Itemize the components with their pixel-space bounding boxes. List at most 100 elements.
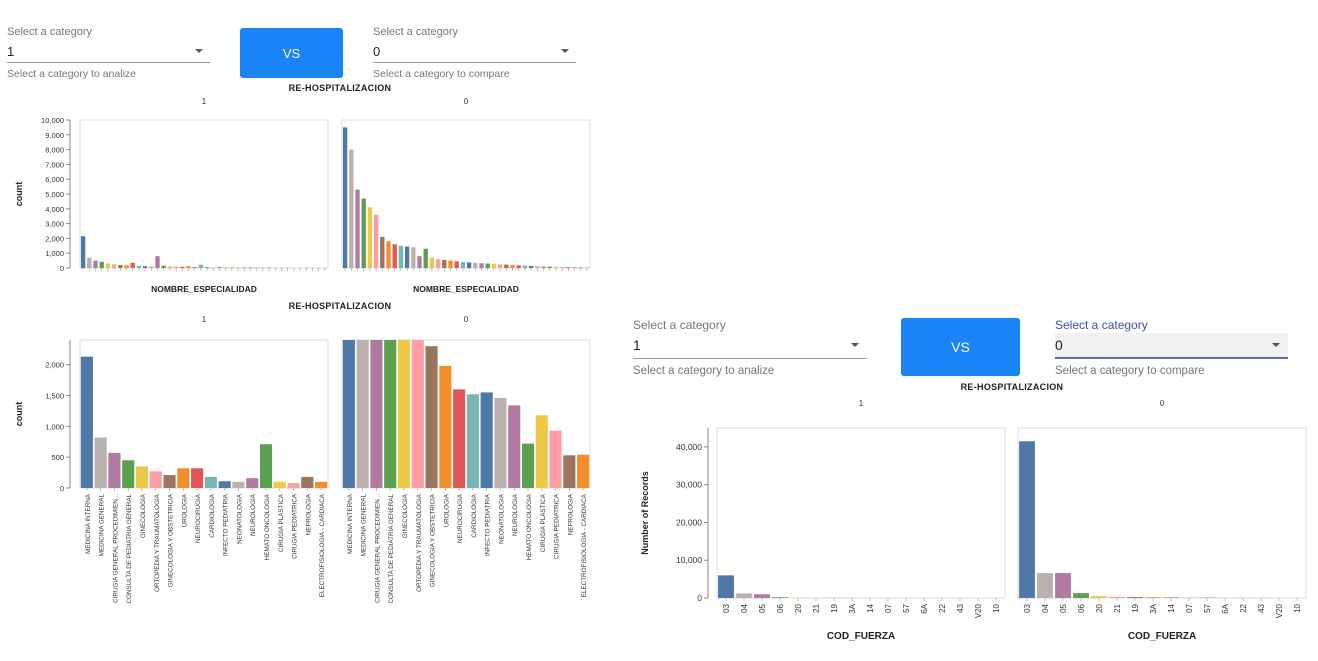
left-category-select[interactable]: Select a category 1	[7, 26, 210, 66]
y-tick-label: 3,000	[45, 220, 64, 229]
bar	[425, 346, 438, 488]
vs-button-2[interactable]: VS	[901, 318, 1020, 376]
x-tick-label: ELECTROFISIOLOGIA - CARDIACA	[319, 493, 326, 597]
x-tick-label: 14	[866, 603, 875, 612]
bar	[356, 340, 369, 488]
bar	[94, 437, 107, 488]
bar	[191, 468, 204, 488]
bar	[105, 263, 111, 268]
bar	[135, 466, 149, 488]
y-tick-label: 1,000	[45, 249, 64, 258]
bar	[198, 264, 204, 268]
y-tick-label: 0	[60, 484, 64, 493]
y-tick-label: 9,000	[45, 131, 64, 140]
analyze-category-select[interactable]: Select a category 1	[633, 318, 867, 360]
compare-category-select[interactable]: Select a category 0	[1055, 318, 1288, 360]
panel-frame	[716, 427, 1006, 599]
bar	[373, 214, 379, 268]
x-axis-label: NOMBRE_ESPECIALIDAD	[151, 284, 257, 294]
x-tick-label: V20	[974, 603, 983, 618]
x-tick-label: UROLOGIA	[181, 493, 188, 527]
x-tick-label: CIRUGIA PEDIATRICA	[554, 493, 561, 559]
x-tick-label: 43	[956, 603, 965, 612]
chevron-down-icon[interactable]	[195, 49, 203, 53]
x-tick-label: GINECOLOGIA Y OBSTETRICIA	[168, 493, 175, 587]
bar	[754, 594, 770, 598]
bar	[211, 267, 216, 268]
bar	[235, 267, 241, 268]
bar	[93, 260, 98, 268]
y-tick-label: 500	[51, 453, 64, 462]
facet-label: 1	[202, 315, 207, 324]
bar	[315, 481, 328, 488]
bar	[485, 263, 490, 268]
bar	[130, 262, 135, 268]
x-tick-label: NEONATOLOGIA	[236, 493, 243, 544]
x-tick-label: 10	[1293, 603, 1302, 612]
y-tick-label: 40,000	[676, 442, 702, 452]
bar	[155, 256, 160, 268]
bar	[577, 454, 590, 488]
bar	[559, 266, 565, 268]
bar	[232, 481, 245, 488]
x-tick-label: MEDICINA INTERNA	[85, 493, 92, 554]
y-tick-label: 0	[60, 264, 64, 273]
x-tick-label: MEDICINA GENERAL	[361, 494, 368, 557]
y-tick-label: 10,000	[41, 116, 64, 125]
bar	[80, 236, 86, 268]
x-tick-label: 05	[1059, 603, 1068, 612]
x-tick-label: V20	[1275, 603, 1284, 618]
x-tick-label: 05	[758, 603, 767, 612]
bar	[246, 478, 259, 488]
bar	[287, 483, 300, 488]
panel-frame	[1017, 427, 1307, 599]
x-tick-label: NEONATOLOGIA	[498, 493, 505, 544]
x-tick-label: UROLOGIA	[443, 493, 450, 527]
bar	[384, 340, 397, 488]
bar	[87, 257, 92, 268]
x-tick-label: 20	[1095, 603, 1104, 612]
right-chart: 0 10,000 20,000 30,000 40,000 Number of Recor…	[640, 399, 1307, 642]
bar	[99, 261, 104, 268]
x-tick-label: INFECTO PEDIATRIA	[223, 493, 230, 556]
facet-label: 1	[859, 399, 864, 408]
bar	[397, 340, 411, 488]
y-tick-label: 6,000	[45, 175, 64, 184]
bar	[1127, 597, 1143, 598]
vs-button[interactable]: VS	[240, 28, 343, 78]
bar	[497, 264, 503, 268]
x-tick-label: GINECOLOGIA	[140, 493, 147, 538]
chevron-down-icon[interactable]	[1272, 343, 1280, 347]
x-tick-label: 03	[1023, 603, 1032, 612]
bar	[454, 261, 459, 268]
chevron-down-icon[interactable]	[561, 49, 569, 53]
bar	[417, 256, 422, 268]
bar	[541, 266, 546, 268]
y-axis-label: Number of Records	[640, 471, 650, 555]
bar	[718, 575, 734, 598]
bar	[549, 430, 562, 488]
chevron-down-icon[interactable]	[851, 343, 859, 347]
bar	[1019, 441, 1035, 598]
bar	[439, 365, 452, 488]
right-category-select[interactable]: Select a category 0	[373, 26, 576, 66]
bar	[1145, 597, 1161, 598]
x-tick-label: NEUROLOGIA	[512, 493, 519, 536]
x-tick-label: NEFROLOGIA	[305, 493, 312, 535]
x-tick-label: GINECOLOGIA	[402, 493, 409, 538]
y-tick-label: 10,000	[676, 555, 702, 565]
bar	[192, 267, 197, 268]
bar	[563, 455, 576, 488]
bar	[392, 244, 397, 268]
y-tick-label: 20,000	[676, 517, 702, 527]
x-tick-label: GINECOLOGIA Y OBSTETRICIA	[430, 493, 437, 587]
x-tick-label: 43	[1257, 603, 1266, 612]
x-tick-label: ORTOPEDIA Y TRAUMATOLOGIA	[154, 493, 161, 592]
x-tick-label: 20	[794, 603, 803, 612]
y-axis-label: count	[14, 402, 24, 427]
bar	[173, 266, 179, 268]
bar	[578, 267, 583, 268]
y-tick-label: 0	[697, 593, 702, 603]
x-axis-label: COD_FUERZA	[827, 631, 895, 642]
bar	[772, 597, 788, 598]
